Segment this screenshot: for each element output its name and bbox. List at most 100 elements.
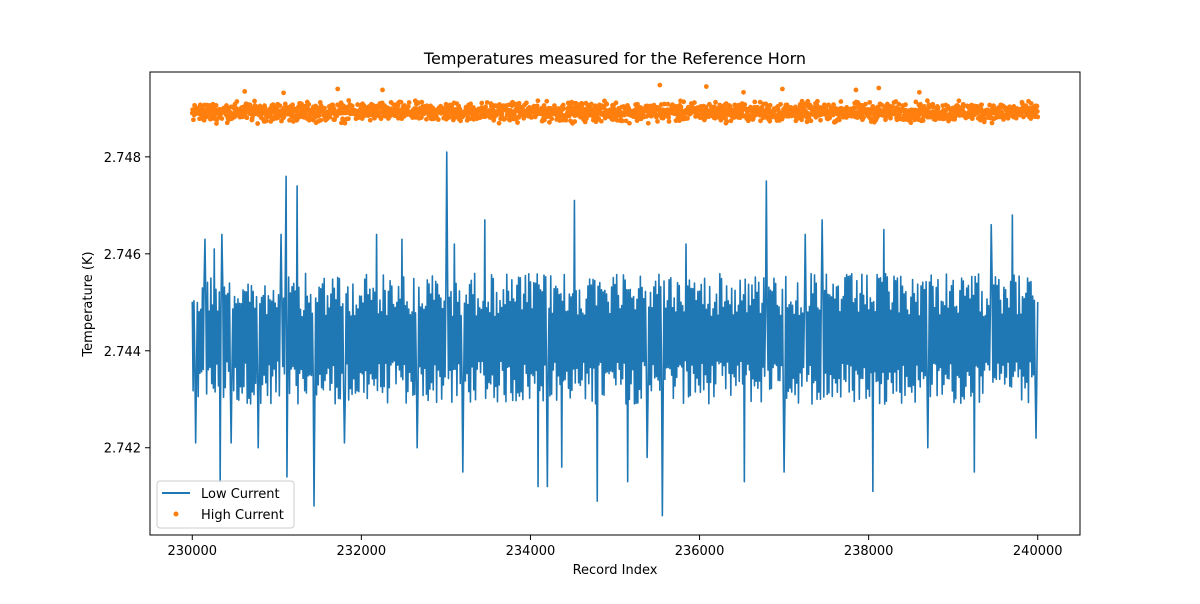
high-current-point [830,112,836,118]
high-current-point [335,86,341,92]
high-current-point [888,115,893,121]
y-tick-label: 2.746 [104,248,141,263]
x-tick-label: 236000 [675,544,725,559]
high-current-point [808,118,814,124]
high-current-point [1028,101,1034,106]
high-current-point [960,105,966,111]
high-current-point [406,100,412,105]
high-current-point [818,117,823,123]
high-current-point [634,118,640,124]
high-current-point [249,115,255,121]
high-current-point [918,101,923,107]
high-current-point [836,117,842,123]
high-current-point [242,88,248,94]
high-current-point [287,117,292,123]
high-current-point [544,98,550,104]
high-current-point [483,104,489,110]
high-current-point [1035,114,1041,120]
high-current-point [844,105,850,110]
high-current-point [1034,109,1040,114]
high-current-point [405,104,411,109]
high-current-point [290,102,296,108]
high-current-point [920,118,926,123]
series-layer [189,82,1041,517]
high-current-point [515,120,520,125]
high-current-point [549,116,555,122]
high-current-point [316,113,322,118]
high-current-point [213,103,219,108]
high-current-point [741,89,746,95]
high-current-point [192,102,197,108]
high-current-point [523,100,529,106]
high-current-point [380,87,385,93]
high-current-point [903,102,908,108]
legend-low-current-label: Low Current [201,487,280,502]
high-current-point [398,99,404,105]
high-current-point [534,103,540,109]
high-current-point [560,102,566,108]
high-current-point [767,118,773,124]
legend: Low Current High Current [156,480,295,529]
high-current-point [224,120,230,126]
high-current-point [419,99,425,105]
x-tick-label: 234000 [506,544,556,559]
legend-high-current-label: High Current [201,508,284,523]
series-low-current-line [191,151,1039,517]
high-current-point [277,103,283,109]
high-current-point [1013,115,1019,121]
high-current-point [468,101,474,107]
high-current-point [935,105,941,111]
high-current-point [579,102,585,108]
high-current-point [979,102,984,108]
x-tick-label: 240000 [1013,544,1063,559]
high-current-point [572,119,578,124]
high-current-point [613,100,619,106]
x-tick-label: 238000 [844,544,894,559]
y-axis-label: Temperature (K) [81,251,96,357]
high-current-point [342,120,348,126]
high-current-point [780,86,785,92]
high-current-point [732,102,738,108]
high-current-point [561,106,567,112]
plot-frame [149,71,1081,536]
high-current-point [678,104,684,110]
high-current-point [853,87,859,93]
high-current-point [666,119,672,124]
high-current-point [318,117,324,123]
high-current-point [956,98,962,104]
high-current-point [306,102,312,107]
high-current-point [767,102,773,108]
high-current-point [960,101,966,107]
high-current-point [908,120,914,126]
high-current-point [598,118,604,124]
x-axis-label: Record Index [573,563,658,578]
high-current-point [255,121,261,126]
high-current-point [657,82,663,88]
high-current-point [890,104,895,110]
high-current-point [281,90,286,96]
high-current-point [234,99,240,104]
high-current-point [662,101,667,107]
high-current-point [547,119,552,125]
high-current-point [244,115,250,121]
high-current-point [691,100,697,105]
high-current-point [191,117,196,123]
high-current-point [930,104,936,110]
high-current-point [728,118,734,124]
high-current-point [303,111,309,117]
high-current-point [627,120,632,126]
high-current-point [681,99,687,105]
high-current-point [780,115,785,121]
high-current-point [799,117,805,123]
high-current-point [619,118,625,124]
legend-high-current-swatch [173,511,179,517]
high-current-point [793,104,798,110]
high-current-point [484,100,490,105]
x-tick-label: 232000 [337,544,387,559]
high-current-point [924,98,930,104]
x-axis: 230000 232000 234000 236000 238000 240000 [167,535,1063,559]
high-current-point [262,105,268,111]
high-current-point [496,120,502,126]
